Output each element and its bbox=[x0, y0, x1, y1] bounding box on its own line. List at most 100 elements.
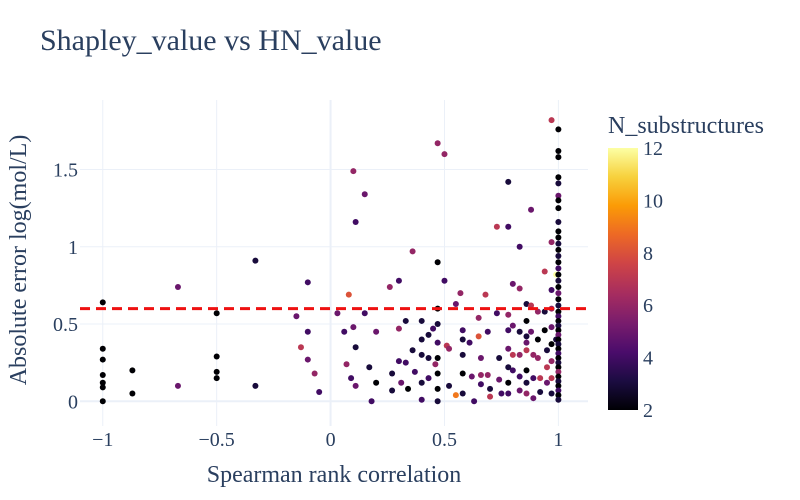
data-point bbox=[555, 219, 562, 226]
data-point bbox=[523, 333, 530, 340]
data-point bbox=[459, 351, 466, 358]
data-point bbox=[484, 372, 491, 379]
data-point bbox=[466, 339, 473, 346]
data-point bbox=[555, 396, 562, 403]
data-point bbox=[311, 370, 318, 377]
data-point bbox=[452, 300, 459, 307]
data-point bbox=[341, 328, 348, 335]
data-point bbox=[366, 364, 373, 371]
data-point bbox=[496, 355, 503, 362]
data-point bbox=[352, 219, 359, 226]
x-tick-label: 0 bbox=[326, 429, 336, 451]
data-point bbox=[555, 336, 562, 343]
data-point bbox=[505, 364, 512, 371]
data-point bbox=[548, 239, 555, 246]
data-point bbox=[523, 300, 530, 307]
data-point bbox=[505, 379, 512, 386]
colorbar-tick-label: 8 bbox=[643, 243, 653, 265]
data-point bbox=[537, 375, 544, 382]
data-point bbox=[493, 223, 500, 230]
data-point bbox=[389, 387, 396, 394]
data-point bbox=[368, 398, 375, 405]
data-point bbox=[555, 382, 562, 389]
data-point bbox=[555, 259, 562, 266]
data-point bbox=[352, 382, 359, 389]
data-point bbox=[434, 355, 441, 362]
data-point bbox=[386, 283, 393, 290]
data-point bbox=[99, 372, 106, 379]
data-point bbox=[555, 327, 562, 334]
data-point bbox=[418, 351, 425, 358]
data-point bbox=[509, 322, 516, 329]
data-point bbox=[395, 277, 402, 284]
data-point bbox=[555, 290, 562, 297]
data-point bbox=[297, 344, 304, 351]
data-point bbox=[516, 351, 523, 358]
data-point bbox=[395, 358, 402, 365]
data-point bbox=[543, 364, 550, 371]
data-point bbox=[555, 253, 562, 260]
data-point bbox=[555, 331, 562, 338]
data-point bbox=[477, 381, 484, 388]
data-point bbox=[373, 328, 380, 335]
data-point bbox=[345, 291, 352, 298]
data-point bbox=[555, 350, 562, 357]
data-point bbox=[430, 325, 437, 332]
colorbar bbox=[608, 148, 638, 410]
data-point bbox=[555, 240, 562, 247]
x-tick-label: 0.5 bbox=[432, 429, 457, 451]
data-point bbox=[475, 333, 482, 340]
y-axis-label: Absolute error log(mol/L) bbox=[6, 135, 32, 386]
data-point bbox=[471, 398, 478, 405]
data-point bbox=[446, 345, 453, 352]
data-point bbox=[482, 291, 489, 298]
data-point bbox=[505, 327, 512, 334]
data-point bbox=[99, 299, 106, 306]
y-tick-label: 0.5 bbox=[53, 314, 78, 336]
data-point bbox=[516, 328, 523, 335]
x-tick-label: −0.5 bbox=[199, 429, 235, 451]
data-point bbox=[459, 336, 466, 343]
data-point bbox=[129, 390, 136, 397]
data-point bbox=[434, 321, 441, 328]
x-tick-labels: −1 −0.5 0 0.5 1 bbox=[92, 429, 563, 451]
data-point bbox=[555, 234, 562, 241]
data-point bbox=[523, 390, 530, 397]
data-point bbox=[543, 347, 550, 354]
data-point bbox=[361, 310, 368, 317]
data-point bbox=[99, 345, 106, 352]
data-point bbox=[99, 384, 106, 391]
data-point bbox=[555, 387, 562, 394]
x-axis-label: Spearman rank correlation bbox=[207, 462, 462, 488]
data-point bbox=[555, 322, 562, 329]
data-point bbox=[496, 376, 503, 383]
data-point bbox=[348, 375, 355, 382]
data-point bbox=[425, 375, 432, 382]
data-point bbox=[555, 373, 562, 380]
data-point bbox=[505, 178, 512, 185]
data-point bbox=[523, 317, 530, 324]
data-point bbox=[555, 192, 562, 199]
data-point bbox=[459, 370, 466, 377]
data-point bbox=[432, 361, 439, 368]
colorbar-tick-labels: 2 4 6 8 10 12 bbox=[643, 138, 663, 422]
data-point bbox=[350, 324, 357, 331]
data-point bbox=[555, 368, 562, 375]
data-point bbox=[334, 310, 341, 317]
data-point bbox=[174, 283, 181, 290]
grid bbox=[80, 100, 588, 426]
data-point bbox=[543, 379, 550, 386]
y-tick-label: 1.5 bbox=[53, 160, 78, 182]
data-point bbox=[452, 392, 459, 399]
data-point bbox=[343, 361, 350, 368]
data-point bbox=[304, 279, 311, 286]
data-point bbox=[498, 390, 505, 397]
data-point bbox=[468, 373, 475, 380]
data-point bbox=[541, 327, 548, 334]
data-point bbox=[516, 285, 523, 292]
y-tick-labels: 0 0.5 1 1.5 bbox=[53, 160, 78, 414]
data-point bbox=[555, 277, 562, 284]
data-point bbox=[509, 280, 516, 287]
data-point bbox=[398, 379, 405, 386]
data-point bbox=[446, 382, 453, 389]
